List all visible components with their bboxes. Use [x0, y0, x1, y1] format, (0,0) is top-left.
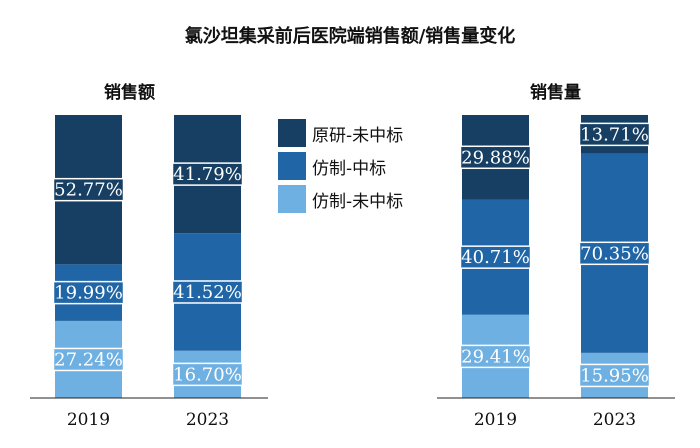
- legend-label-generic-losing: 仿制-未中标: [312, 191, 404, 212]
- legend-label-generic-winning: 仿制-中标: [312, 158, 387, 179]
- data-label-volume-2019-1: 40.71%: [461, 247, 530, 268]
- legend-swatch-generic-losing: [278, 185, 306, 213]
- data-label-volume-2019-0: 29.41%: [461, 346, 530, 367]
- subchart-title-sales-amount: 销售额: [104, 83, 155, 103]
- subchart-title-sales-volume: 销售量: [530, 83, 581, 103]
- x-tick-label-volume-2023: 2023: [593, 410, 636, 430]
- data-label-box-amount-2023-1: [171, 280, 244, 304]
- data-label-box-volume-2023-0: [578, 363, 651, 388]
- data-label-volume-2019-2: 29.88%: [461, 147, 530, 168]
- data-label-amount-2019-0: 27.24%: [54, 349, 123, 370]
- legend-item-generic-winning: 仿制-中标: [278, 151, 403, 181]
- data-label-amount-2019-1: 19.99%: [54, 283, 123, 304]
- data-label-box-amount-2019-0: [52, 347, 125, 372]
- data-label-box-volume-2019-1: [459, 245, 532, 269]
- legend-swatch-original: [278, 119, 306, 147]
- legend-item-generic-losing: 仿制-未中标: [278, 184, 403, 214]
- x-tick-label-amount-2019: 2019: [67, 410, 110, 430]
- data-label-volume-2023-1: 70.35%: [580, 243, 649, 264]
- data-label-box-volume-2023-2: [578, 122, 651, 147]
- x-tick-label-volume-2019: 2019: [474, 410, 517, 430]
- data-label-box-amount-2023-0: [171, 362, 244, 387]
- legend-swatch-generic-winning: [278, 152, 306, 180]
- legend: 原研-未中标 仿制-中标 仿制-未中标: [278, 118, 403, 217]
- data-label-box-amount-2023-2: [171, 162, 244, 186]
- legend-item-original: 原研-未中标: [278, 118, 403, 148]
- x-tick-label-amount-2023: 2023: [186, 410, 229, 430]
- data-label-box-amount-2019-2: [52, 177, 125, 202]
- data-label-amount-2023-2: 41.79%: [173, 164, 242, 185]
- data-label-amount-2023-0: 16.70%: [173, 364, 242, 385]
- data-label-box-volume-2023-1: [578, 241, 651, 266]
- data-label-box-volume-2019-2: [459, 145, 532, 170]
- chart-title: 氯沙坦集采前后医院端销售额/销售量变化: [184, 26, 516, 47]
- data-label-amount-2019-2: 52.77%: [54, 180, 123, 201]
- data-label-amount-2023-1: 41.52%: [173, 282, 242, 303]
- data-label-box-volume-2019-0: [459, 344, 532, 369]
- data-label-volume-2023-0: 15.95%: [580, 365, 649, 386]
- data-label-volume-2023-2: 13.71%: [580, 124, 649, 145]
- data-label-box-amount-2019-1: [52, 280, 125, 305]
- legend-label-original: 原研-未中标: [312, 125, 404, 146]
